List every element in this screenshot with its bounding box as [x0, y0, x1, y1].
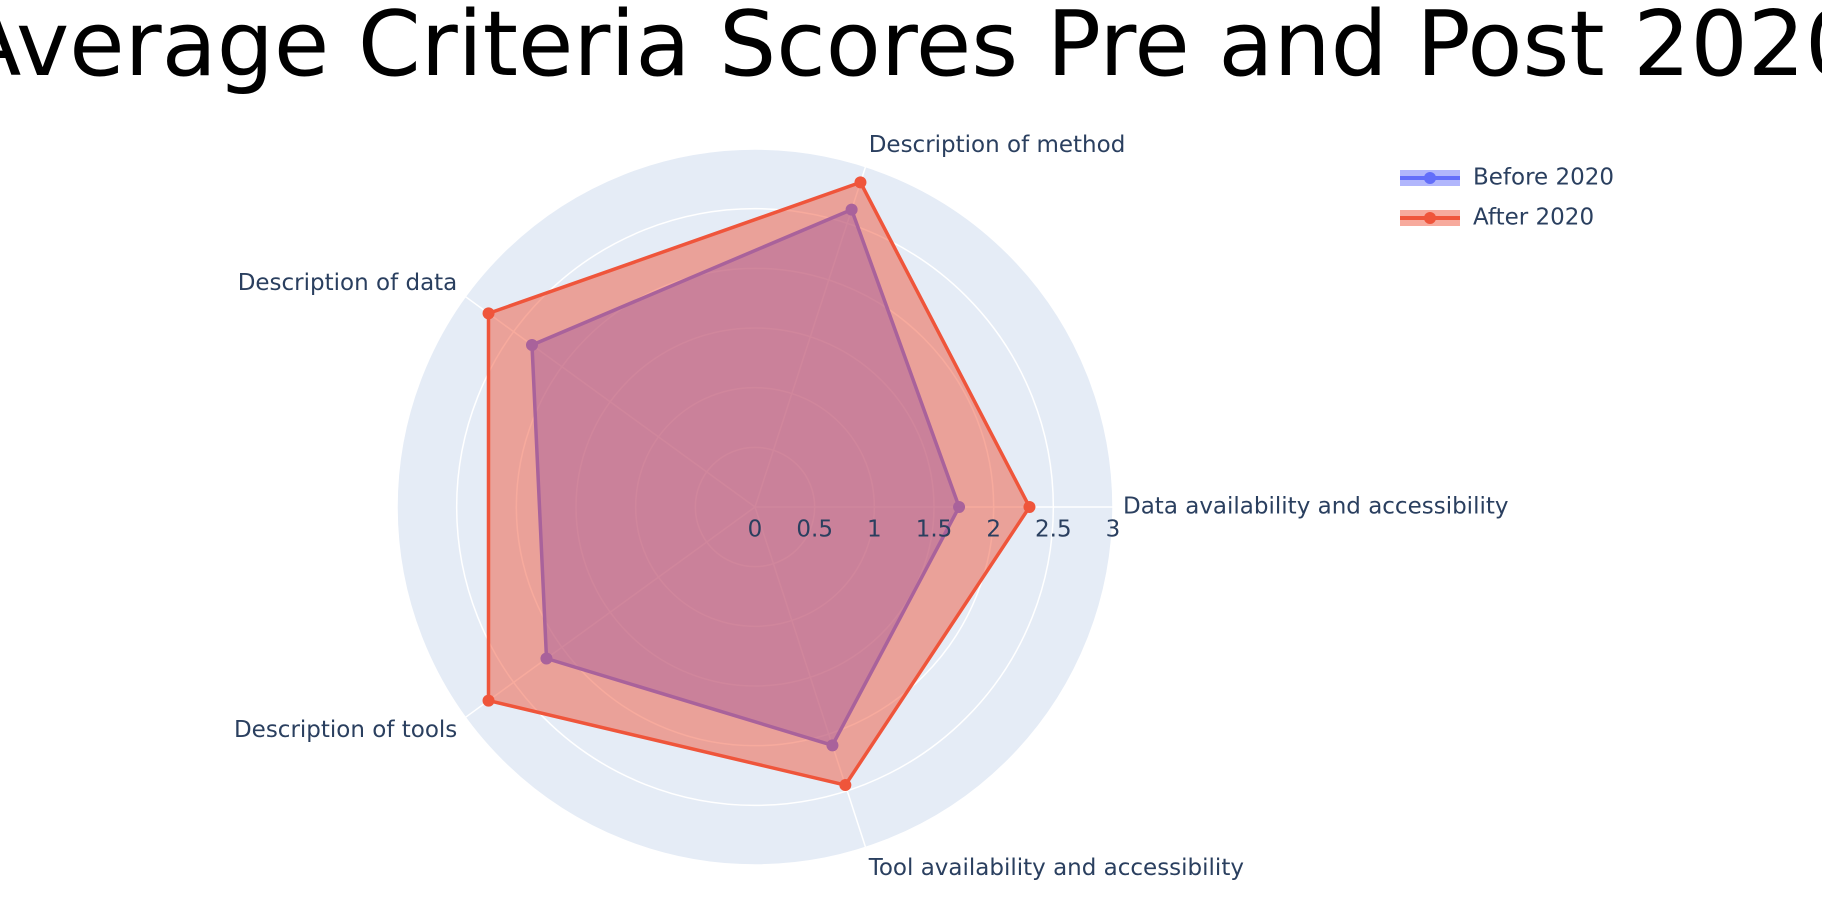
category-label: Description of data — [238, 270, 458, 296]
category-label: Description of tools — [234, 717, 457, 743]
legend-marker — [1424, 172, 1436, 184]
category-label: Tool availability and accessibility — [868, 855, 1244, 881]
radial-tick-label: 3 — [1106, 517, 1121, 543]
chart-title: Average Criteria Scores Pre and Post 202… — [0, 0, 1822, 97]
series-area — [486, 180, 1032, 787]
data-point — [1023, 501, 1036, 513]
category-label: Description of method — [869, 132, 1126, 158]
category-label: Data availability and accessibility — [1123, 494, 1509, 520]
radial-tick-label: 1.5 — [916, 517, 953, 543]
data-point — [839, 779, 852, 792]
data-point — [482, 307, 495, 320]
radial-tick-label: 2.5 — [1035, 517, 1072, 543]
radial-tick-label: 2 — [986, 517, 1001, 543]
data-point — [854, 176, 867, 189]
radial-tick-label: 0.5 — [796, 517, 833, 543]
data-point — [482, 694, 495, 707]
legend-label: After 2020 — [1473, 205, 1594, 231]
radial-tick-label: 1 — [867, 517, 882, 543]
legend-label: Before 2020 — [1473, 165, 1614, 191]
legend-marker — [1424, 212, 1436, 224]
radial-tick-label: 0 — [748, 517, 763, 543]
